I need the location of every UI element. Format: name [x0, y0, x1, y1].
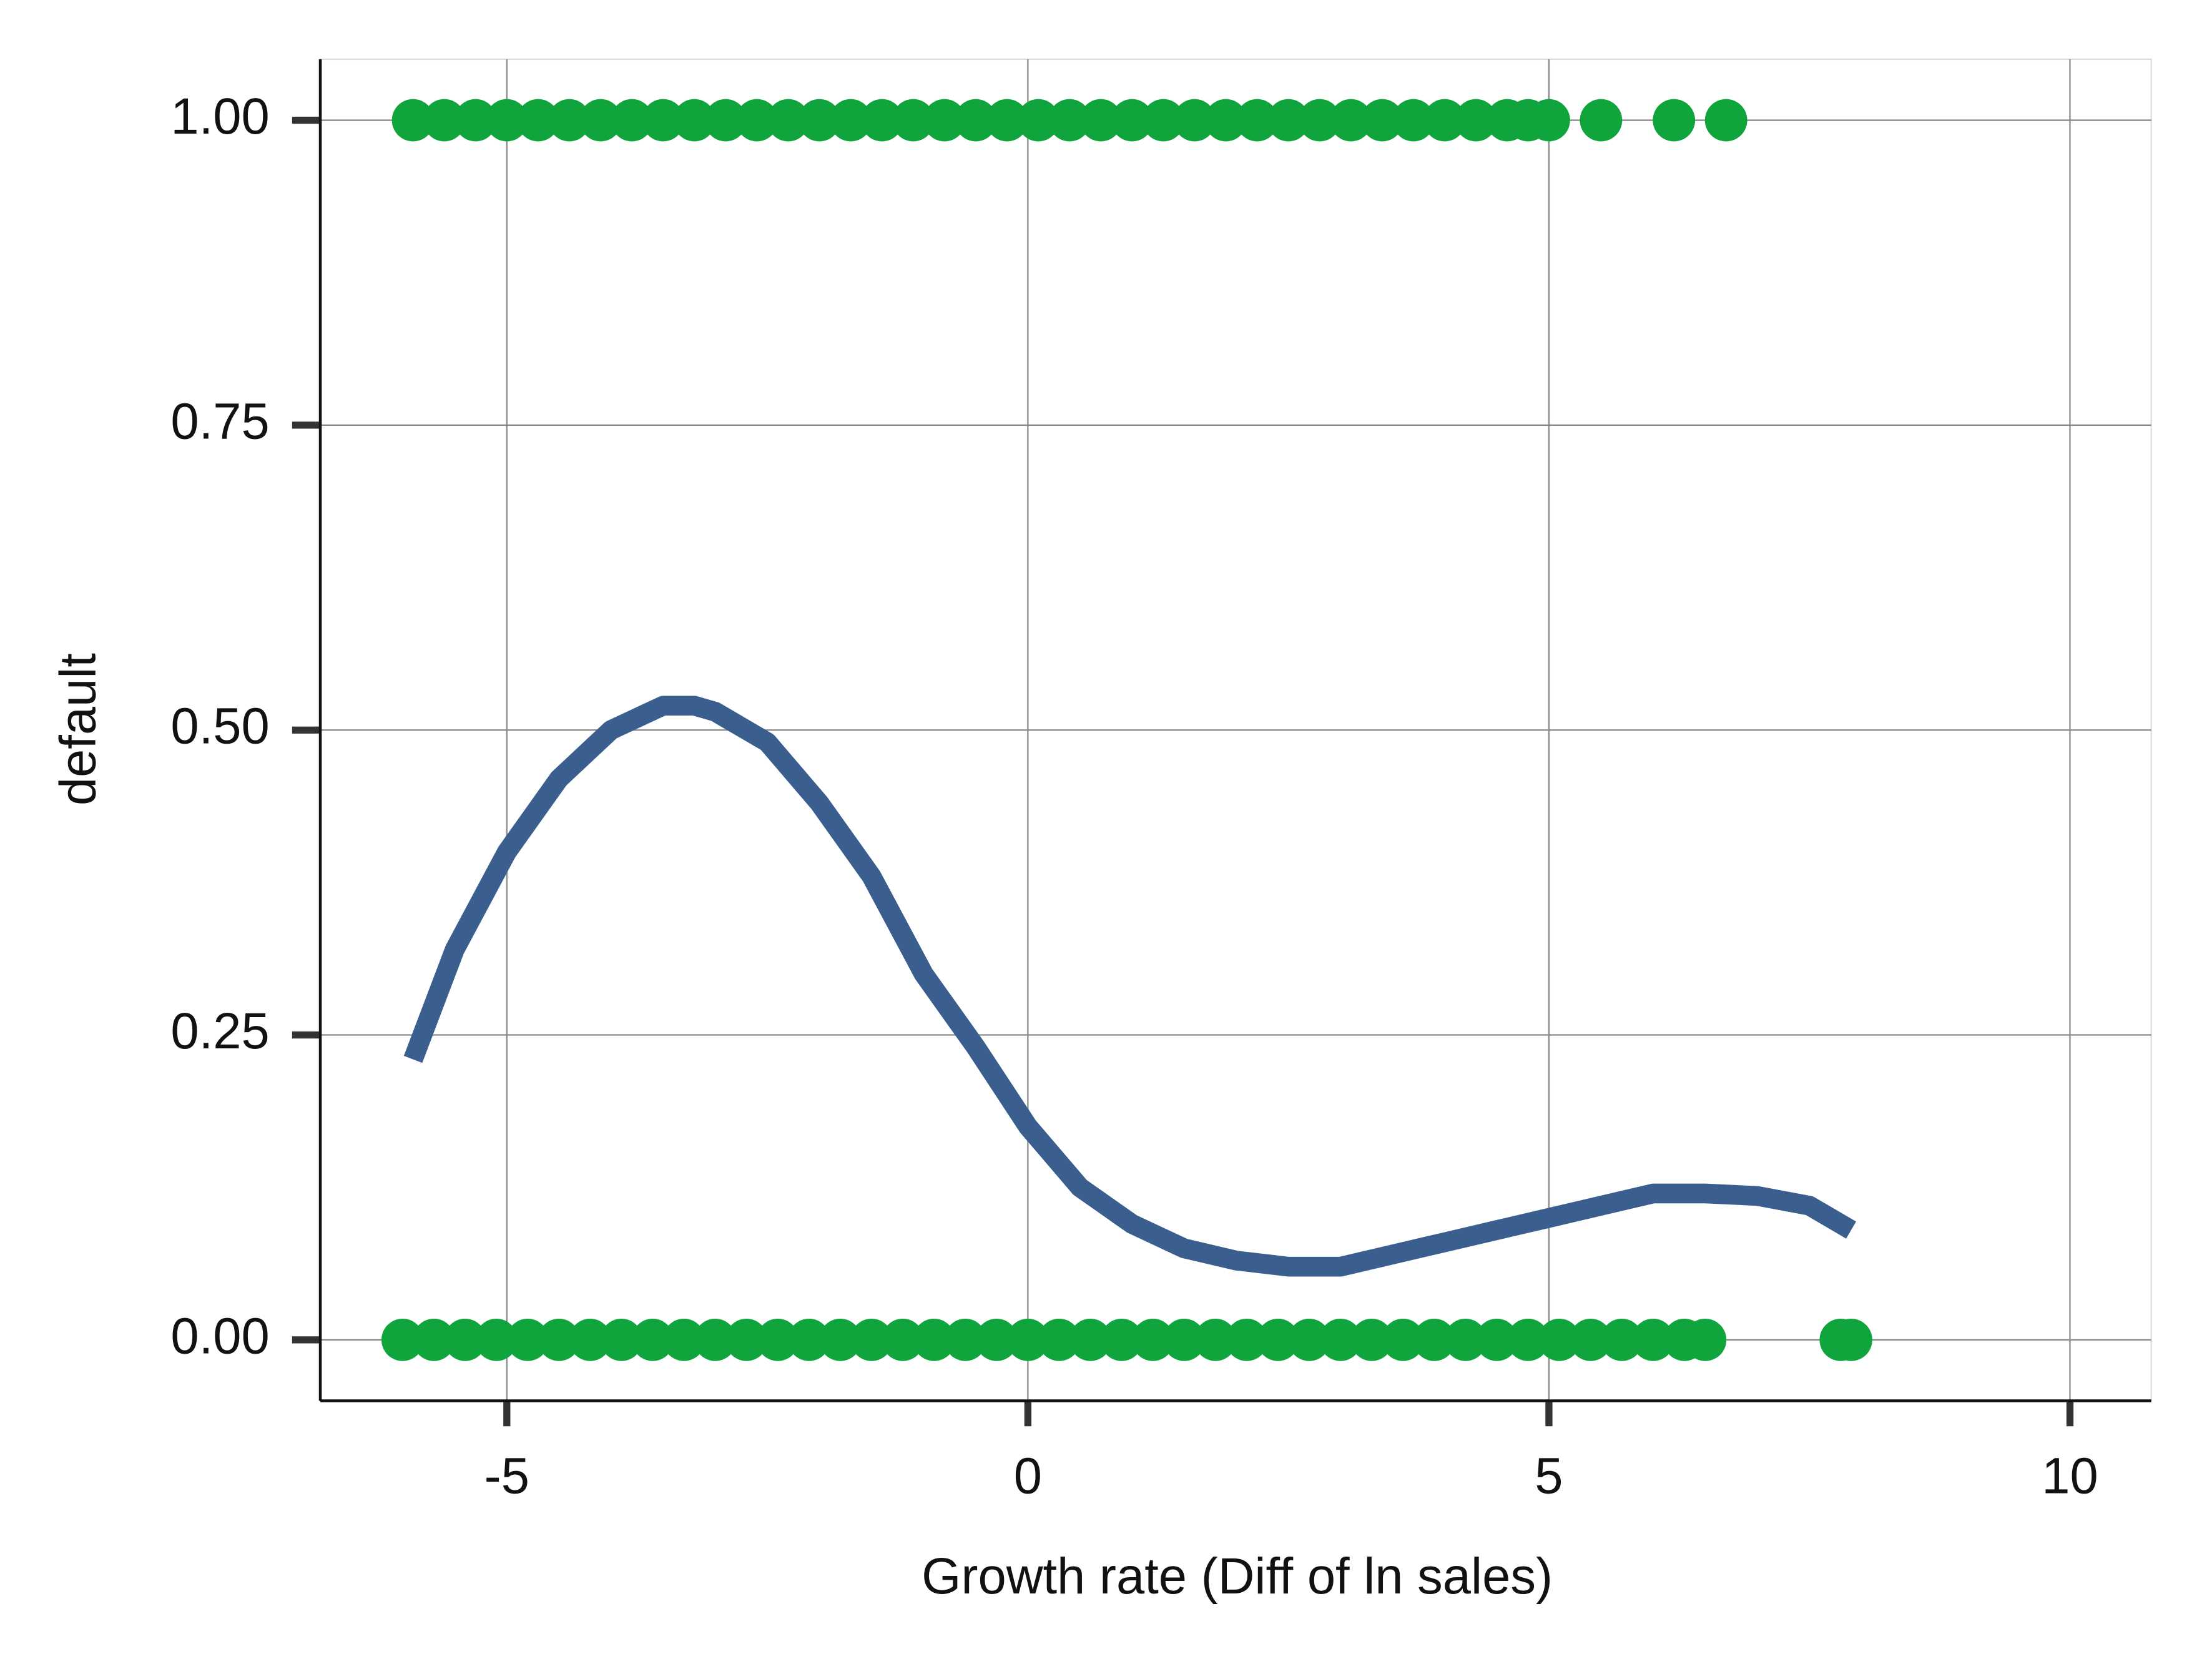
point	[413, 1318, 455, 1361]
point	[1350, 1318, 1394, 1361]
x-tick-label: 5	[1535, 1448, 1563, 1505]
point	[1631, 1318, 1674, 1361]
point	[444, 1318, 486, 1361]
x-tick-label: 10	[2042, 1448, 2098, 1505]
point	[1267, 99, 1310, 142]
point	[1131, 1318, 1174, 1361]
point	[1580, 99, 1623, 142]
point	[1423, 99, 1466, 142]
point	[1392, 99, 1435, 142]
point	[882, 1318, 924, 1361]
point	[454, 99, 497, 142]
point	[819, 1318, 862, 1361]
y-tick-label: 0.75	[170, 393, 269, 450]
point	[381, 1318, 424, 1361]
point	[1704, 99, 1747, 142]
point	[913, 1318, 956, 1361]
point	[798, 99, 841, 142]
point	[1600, 1318, 1643, 1361]
point	[631, 1318, 674, 1361]
point	[1100, 1318, 1143, 1361]
point	[1507, 1318, 1550, 1361]
point	[1444, 1318, 1487, 1361]
smooth-line	[403, 696, 1856, 1277]
point	[1382, 1318, 1425, 1361]
point	[548, 99, 591, 142]
point	[850, 1318, 893, 1361]
point	[1538, 1318, 1581, 1361]
point	[475, 1318, 518, 1361]
point	[829, 99, 872, 142]
point	[1006, 1318, 1049, 1361]
point	[1298, 99, 1341, 142]
point	[673, 99, 716, 142]
x-tick-label: -5	[484, 1448, 529, 1505]
point	[642, 99, 685, 142]
point	[611, 99, 653, 142]
y-tick-label: 1.00	[170, 88, 269, 145]
point	[1257, 1318, 1299, 1361]
y-tick-label: 0.25	[170, 1003, 269, 1060]
point	[694, 1318, 737, 1361]
point	[704, 99, 747, 142]
point	[1360, 99, 1403, 142]
point	[923, 99, 966, 142]
point	[1111, 99, 1154, 142]
x-tick-label: 0	[1014, 1448, 1042, 1505]
point	[1413, 1318, 1456, 1361]
point	[955, 99, 997, 142]
point	[1684, 1318, 1727, 1361]
point	[423, 99, 466, 142]
point	[1475, 1318, 1518, 1361]
point	[569, 1318, 612, 1361]
point	[986, 99, 1028, 142]
y-tick-label: 0.50	[170, 698, 269, 755]
point	[1163, 1318, 1206, 1361]
x-axis-title: Growth rate (Diff of ln sales)	[922, 1548, 1553, 1605]
marks	[381, 99, 1872, 1361]
point	[391, 99, 435, 142]
point	[1288, 1318, 1330, 1361]
point	[1038, 1318, 1081, 1361]
point	[860, 99, 903, 142]
point	[1194, 1318, 1237, 1361]
point	[767, 99, 810, 142]
point	[735, 99, 779, 142]
point	[1329, 99, 1372, 142]
point	[1048, 99, 1091, 142]
point	[1017, 99, 1059, 142]
point	[1069, 1318, 1112, 1361]
point	[756, 1318, 799, 1361]
point	[1173, 99, 1216, 142]
point	[579, 99, 622, 142]
y-tick-label: 0.00	[170, 1307, 269, 1364]
point	[1653, 99, 1696, 142]
point	[787, 1318, 830, 1361]
point	[892, 99, 935, 142]
point	[975, 1318, 1018, 1361]
point	[1204, 99, 1247, 142]
point	[506, 1318, 549, 1361]
point	[1528, 99, 1570, 142]
point	[1079, 99, 1123, 142]
point	[600, 1318, 643, 1361]
point	[662, 1318, 705, 1361]
point	[1830, 1318, 1872, 1361]
point	[1319, 1318, 1362, 1361]
point	[485, 99, 528, 142]
point	[1236, 99, 1279, 142]
y-axis-title: default	[50, 653, 107, 805]
point	[725, 1318, 768, 1361]
point	[1455, 99, 1497, 142]
axes: 0.00 0.25 0.50 0.75 1.00 -5 0 5 10	[170, 59, 2151, 1505]
point	[1142, 99, 1185, 142]
point	[944, 1318, 987, 1361]
point	[1569, 1318, 1612, 1361]
point	[538, 1318, 581, 1361]
point	[1225, 1318, 1268, 1361]
point	[516, 99, 559, 142]
